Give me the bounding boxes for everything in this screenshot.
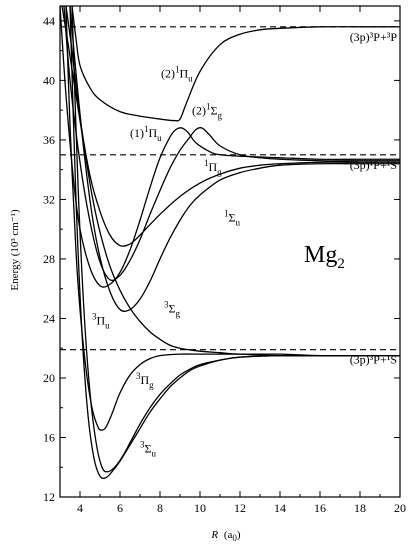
y-tick-label: 28 <box>43 252 55 266</box>
state-label: 3Πu <box>92 311 110 330</box>
state-label: 3Σg <box>164 300 180 319</box>
y-tick-label: 40 <box>43 73 55 87</box>
axis-layer: 4 6 8 10 12 14 16 18 20 12 16 20 24 28 32 36 40 44 <box>43 5 406 515</box>
x-axis-title-unit: (a <box>224 529 233 541</box>
x-axis-title-var: R <box>210 529 218 541</box>
x-tick-label: 8 <box>157 501 163 515</box>
y-axis-title: Energy (10³ cm⁻¹) <box>9 209 21 291</box>
molecule-label-sub: 2 <box>337 256 345 272</box>
molecule-label: Mg2 <box>304 242 345 272</box>
label-layer: (3p)³P+³P (3p)¹P+¹S (3p)³P+¹S (2)1Πu (2)1Σg (… <box>92 30 397 459</box>
curve-21sigmag <box>63 6 400 282</box>
asymptote-layer <box>60 26 400 351</box>
state-label: (2)1Πu <box>161 64 193 83</box>
curve-layer <box>60 6 400 480</box>
state-label: 3Πg <box>136 371 154 390</box>
plot-frame <box>59 5 401 498</box>
x-tick-label: 10 <box>194 501 206 515</box>
x-axis-title-close: ) <box>237 529 241 541</box>
curve-3sigmag <box>61 6 400 357</box>
y-tick-label: 44 <box>43 14 55 28</box>
curve-11piu <box>60 6 400 288</box>
state-label: (2)1Σg <box>192 102 222 121</box>
curve-21piu <box>71 6 400 122</box>
state-label: (1)1Πu <box>130 124 162 143</box>
x-axis-title: R (a0) <box>210 529 241 543</box>
x-tick-label: 16 <box>314 501 326 515</box>
y-tick-label: 16 <box>43 430 55 444</box>
asymptote-label: (3p)³P+³P <box>350 30 398 44</box>
state-label: 3Σu <box>140 439 156 458</box>
x-tick-label: 6 <box>117 501 123 515</box>
x-tick-label: 12 <box>234 501 246 515</box>
y-tick-label: 32 <box>43 192 55 206</box>
curve-3sigmau <box>69 6 400 480</box>
x-tick-label: 20 <box>394 501 406 515</box>
y-tick-label: 20 <box>43 371 55 385</box>
molecule-label-main: Mg <box>304 242 337 268</box>
asymptote-label: (3p)³P+¹S <box>350 353 397 367</box>
x-tick-label: 14 <box>274 501 286 515</box>
y-tick-label: 36 <box>43 133 55 147</box>
y-tick-label: 12 <box>43 490 55 504</box>
curve-1pig <box>65 6 400 247</box>
y-tick-label: 24 <box>43 311 55 325</box>
x-tick-label: 18 <box>354 501 366 515</box>
state-label: 1Σu <box>224 209 240 228</box>
curve-3pig <box>71 6 400 473</box>
x-tick-label: 4 <box>77 501 83 515</box>
curve-3piu <box>65 6 400 431</box>
asymptote-label: (3p)¹P+¹S <box>350 158 397 172</box>
curve-1sigmau <box>69 6 400 312</box>
x-axis-title-sub: 0 <box>232 533 237 543</box>
state-label: 1Πg <box>204 158 222 177</box>
